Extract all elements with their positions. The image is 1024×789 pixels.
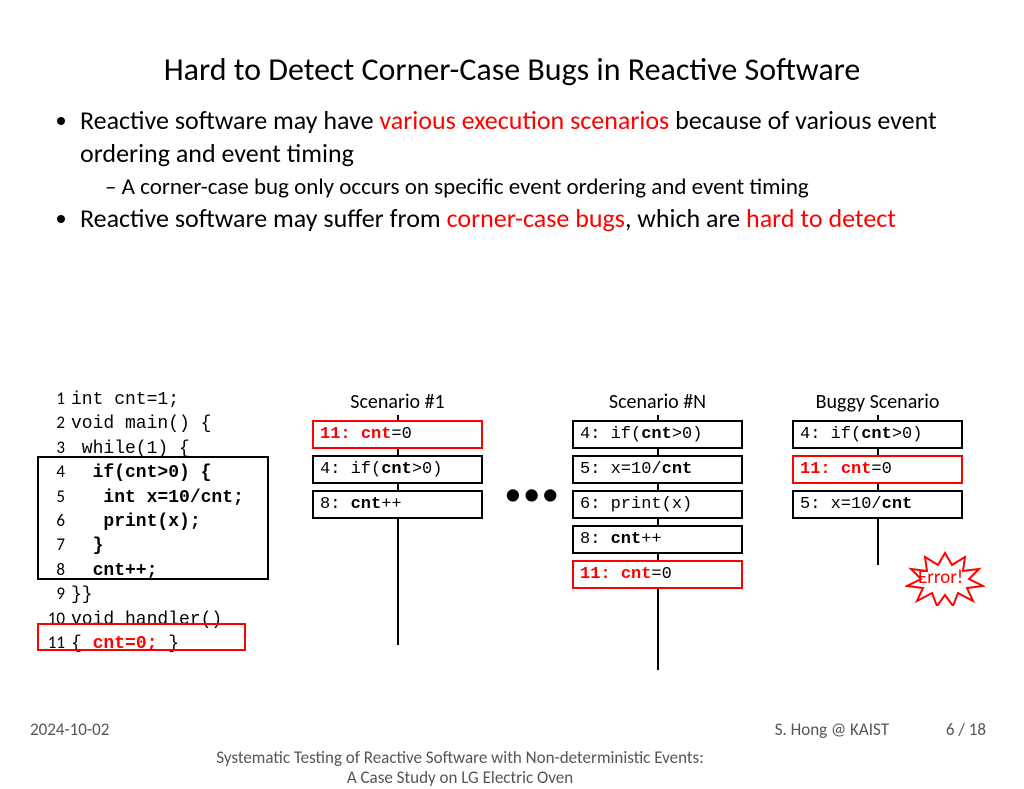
bullet-1-sub: A corner-case bug only occurs on specifi… bbox=[105, 173, 974, 202]
code-line-1: int cnt=1; bbox=[71, 390, 179, 410]
error-label: Error! bbox=[918, 566, 963, 589]
code-line-10: void handler() bbox=[71, 610, 222, 630]
scenario-n-step-1: 4: if(cnt>0) bbox=[572, 420, 743, 449]
scenario-n-step-5: 11: cnt=0 bbox=[572, 560, 743, 589]
scenario-n-step-4: 8: cnt++ bbox=[572, 525, 743, 554]
scenario-n-title: Scenario #N bbox=[570, 390, 745, 414]
scenario-n: Scenario #N 4: if(cnt>0) 5: x=10/cnt 6: … bbox=[570, 390, 745, 595]
scenario-n-step-2: 5: x=10/cnt bbox=[572, 455, 743, 484]
code-line-7: } bbox=[71, 536, 103, 556]
code-line-9: }} bbox=[71, 585, 93, 605]
code-line-4: if(cnt>0) { bbox=[71, 463, 211, 483]
scenario-1-step-3: 8: cnt++ bbox=[312, 490, 483, 519]
scenario-1: Scenario #1 11: cnt=0 4: if(cnt>0) 8: cn… bbox=[310, 390, 485, 525]
scenario-1-title: Scenario #1 bbox=[310, 390, 485, 414]
bullet-2-highlight-2: hard to detect bbox=[746, 202, 896, 234]
ellipsis-icon: ●●● bbox=[505, 478, 561, 510]
footer-title: Systematic Testing of Reactive Software … bbox=[155, 748, 765, 789]
scenario-n-step-3: 6: print(x) bbox=[572, 490, 743, 519]
scenario-1-step-2: 4: if(cnt>0) bbox=[312, 455, 483, 484]
scenario-buggy-step-1: 4: if(cnt>0) bbox=[792, 420, 963, 449]
code-line-6: print(x); bbox=[71, 512, 201, 532]
scenario-buggy-title: Buggy Scenario bbox=[790, 390, 965, 414]
bullet-2-mid: , which are bbox=[625, 202, 746, 234]
bullet-1-pre: Reactive software may have bbox=[80, 104, 379, 136]
bullet-2-pre: Reactive software may suffer from bbox=[80, 202, 447, 234]
footer-page: 6 / 18 bbox=[946, 719, 986, 740]
code-line-11: { cnt=0; } bbox=[71, 634, 179, 654]
scenario-1-step-1: 11: cnt=0 bbox=[312, 420, 483, 449]
code-line-2: void main() { bbox=[71, 414, 211, 434]
code-listing: 1int cnt=1; 2void main() { 3 while(1) { … bbox=[45, 388, 244, 656]
scenario-buggy-step-3: 5: x=10/cnt bbox=[792, 490, 963, 519]
bullet-1: Reactive software may have various execu… bbox=[80, 104, 974, 202]
slide-title: Hard to Detect Corner-Case Bugs in React… bbox=[0, 0, 1024, 89]
scenario-buggy-step-2: 11: cnt=0 bbox=[792, 455, 963, 484]
bullet-2-highlight-1: corner-case bugs bbox=[447, 202, 625, 234]
footer-author: S. Hong @ KAIST bbox=[775, 719, 889, 740]
code-line-8: cnt++; bbox=[71, 561, 157, 581]
code-line-3: while(1) { bbox=[71, 439, 190, 459]
scenario-buggy: Buggy Scenario 4: if(cnt>0) 11: cnt=0 5:… bbox=[790, 390, 965, 525]
bullet-2: Reactive software may suffer from corner… bbox=[80, 202, 974, 235]
bullet-list: Reactive software may have various execu… bbox=[50, 104, 974, 234]
bullet-1-highlight: various execution scenarios bbox=[379, 104, 669, 136]
diagram-area: 1int cnt=1; 2void main() { 3 while(1) { … bbox=[0, 388, 1024, 708]
footer-date: 2024-10-02 bbox=[30, 719, 109, 740]
timeline-1 bbox=[397, 415, 400, 645]
code-line-5: int x=10/cnt; bbox=[71, 488, 244, 508]
